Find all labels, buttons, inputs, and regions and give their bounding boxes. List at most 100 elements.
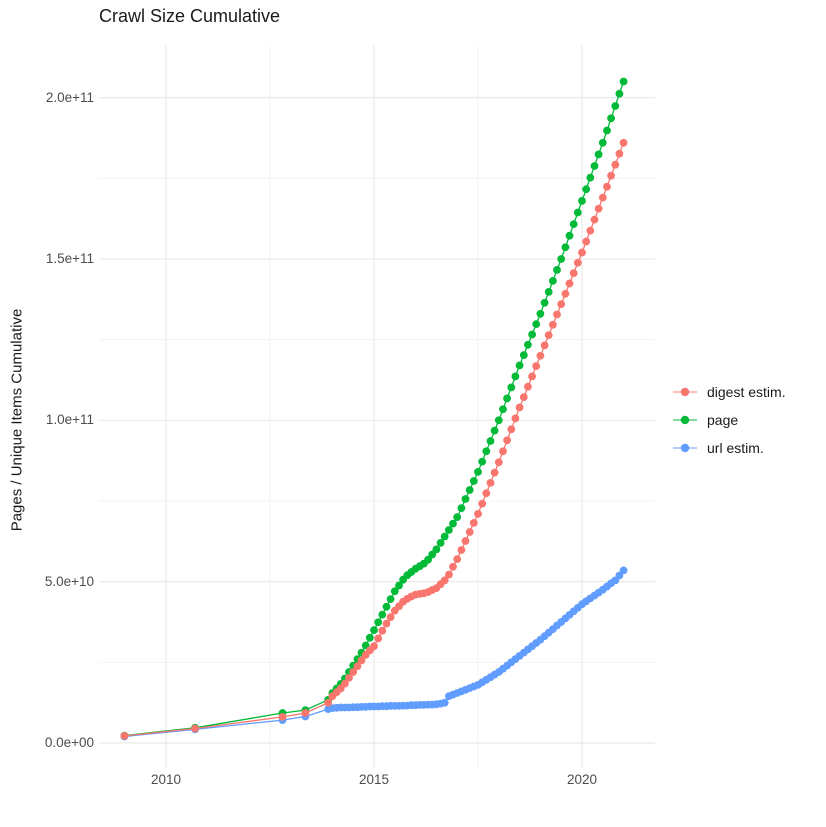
legend-label: page: [707, 412, 739, 428]
data-point: [341, 679, 349, 688]
data-point: [382, 602, 391, 611]
legend-key-icon: [673, 415, 697, 425]
data-point: [519, 393, 528, 401]
data-point: [607, 171, 615, 180]
y-tick-label: 2.0e+11: [45, 89, 94, 105]
x-tick-label: 2020: [566, 772, 598, 787]
data-point: [386, 613, 395, 621]
data-point: [524, 340, 532, 349]
data-point: [536, 351, 545, 360]
data-point: [440, 576, 449, 585]
legend-item-page: page: [672, 406, 786, 434]
legend-key-icon: [673, 387, 697, 397]
legend-label: digest estim.: [707, 384, 786, 400]
data-point: [374, 634, 383, 643]
data-point: [549, 277, 557, 285]
data-point: [353, 662, 362, 671]
data-point: [594, 150, 603, 159]
data-point: [365, 633, 374, 642]
data-point: [449, 519, 457, 528]
data-point: [603, 182, 611, 191]
data-point: [349, 668, 358, 676]
data-point: [549, 320, 557, 329]
data-point: [553, 266, 561, 274]
data-point: [582, 185, 591, 194]
data-point: [486, 437, 495, 445]
data-point: [370, 642, 378, 651]
data-point: [540, 298, 549, 307]
data-point: [474, 510, 482, 518]
data-point: [465, 486, 474, 494]
data-point: [278, 713, 287, 721]
data-point: [357, 656, 366, 665]
data-point: [569, 269, 578, 277]
data-point: [511, 414, 520, 423]
data-point: [528, 330, 536, 339]
data-point: [390, 587, 399, 596]
data-point: [615, 89, 624, 98]
series-line-page: [124, 81, 625, 737]
data-point: [578, 248, 586, 257]
data-point: [449, 562, 457, 571]
data-point: [603, 126, 611, 135]
data-point: [345, 673, 353, 682]
data-point: [378, 626, 387, 635]
data-point: [586, 226, 595, 235]
data-point: [511, 372, 520, 381]
data-point: [590, 215, 599, 224]
data-point: [561, 243, 570, 252]
data-point: [598, 138, 607, 147]
data-point: [457, 504, 466, 512]
data-point: [565, 231, 574, 240]
data-point: [619, 77, 628, 86]
data-point: [465, 528, 474, 536]
data-point: [598, 193, 607, 202]
data-point: [573, 258, 582, 267]
data-point: [499, 405, 507, 414]
data-point: [528, 372, 536, 381]
data-point: [324, 698, 333, 707]
data-point: [490, 426, 499, 435]
x-tick-label: 2015: [358, 772, 390, 787]
data-point: [619, 566, 628, 575]
data-point: [445, 526, 453, 534]
data-point: [478, 499, 487, 508]
data-point: [440, 698, 449, 707]
y-tick-label: 5.0e+10: [44, 573, 94, 589]
data-point: [611, 160, 620, 169]
data-point: [532, 320, 541, 328]
data-point: [515, 403, 524, 412]
data-point: [301, 709, 310, 717]
data-point: [382, 619, 391, 628]
data-point: [557, 255, 566, 263]
data-point: [482, 447, 491, 456]
legend-item-digest-estim-: digest estim.: [672, 378, 786, 406]
data-point: [524, 382, 532, 391]
data-point: [569, 220, 578, 229]
data-point: [561, 289, 570, 298]
data-point: [440, 532, 449, 541]
data-point: [544, 331, 553, 339]
data-point: [453, 555, 462, 563]
data-point: [478, 457, 487, 466]
data-point: [544, 288, 553, 296]
legend-label: url estim.: [707, 440, 764, 456]
data-point: [594, 204, 603, 213]
data-point: [573, 208, 582, 217]
data-point: [586, 173, 595, 182]
y-tick-label: 1.5e+11: [45, 250, 94, 266]
data-point: [461, 495, 470, 503]
data-point: [386, 595, 395, 603]
data-point: [370, 626, 378, 634]
y-tick-label: 0.0e+00: [44, 735, 94, 750]
data-point: [474, 468, 482, 476]
data-point: [540, 341, 549, 350]
data-point: [582, 237, 591, 246]
data-point: [507, 383, 516, 392]
data-point: [120, 732, 129, 740]
data-point: [486, 479, 495, 487]
data-point: [519, 351, 528, 359]
y-tick-label: 1.0e+11: [45, 412, 94, 428]
data-point: [436, 539, 445, 547]
